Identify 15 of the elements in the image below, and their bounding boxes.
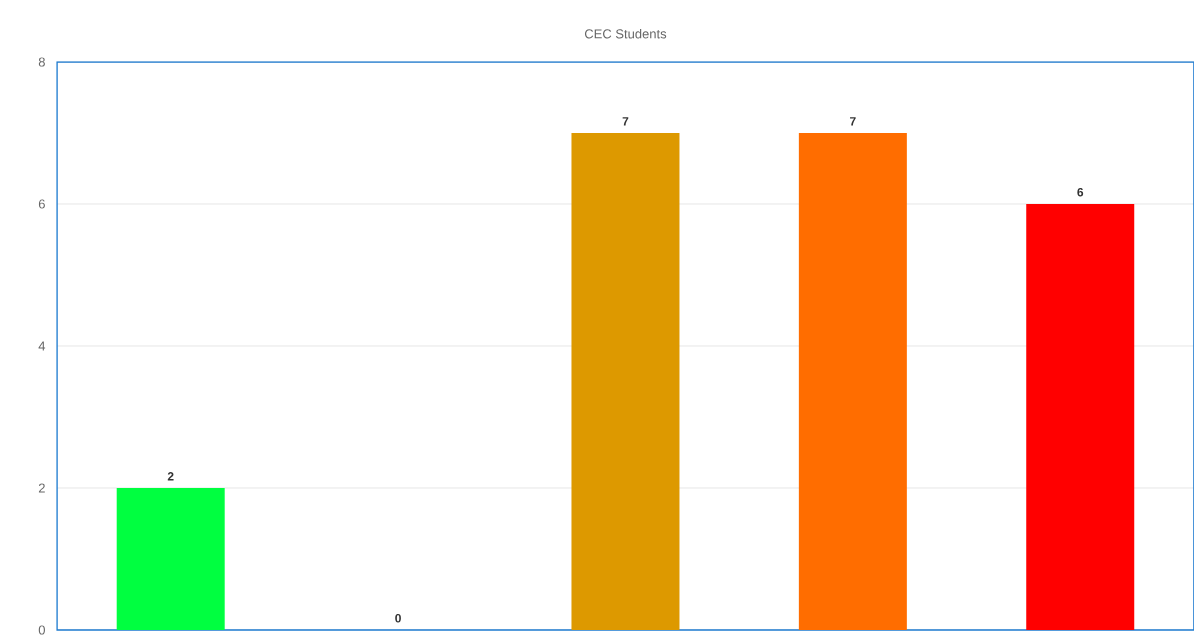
- bar: [1026, 204, 1135, 630]
- y-tick-label: 8: [38, 57, 45, 67]
- data-label: 7: [622, 117, 629, 126]
- data-label: 0: [395, 613, 401, 623]
- bar: [798, 133, 907, 630]
- y-tick-label: 4: [38, 341, 46, 351]
- bar: [116, 487, 225, 630]
- data-label: 6: [1077, 187, 1084, 197]
- bar: [571, 133, 680, 630]
- y-tick-label: 6: [38, 199, 45, 209]
- chart-title: CEC Students: [584, 28, 667, 39]
- y-tick-label: 0: [38, 625, 45, 635]
- y-tick-label: 2: [38, 483, 45, 493]
- data-label: 2: [167, 472, 174, 481]
- data-label: 7: [850, 117, 856, 126]
